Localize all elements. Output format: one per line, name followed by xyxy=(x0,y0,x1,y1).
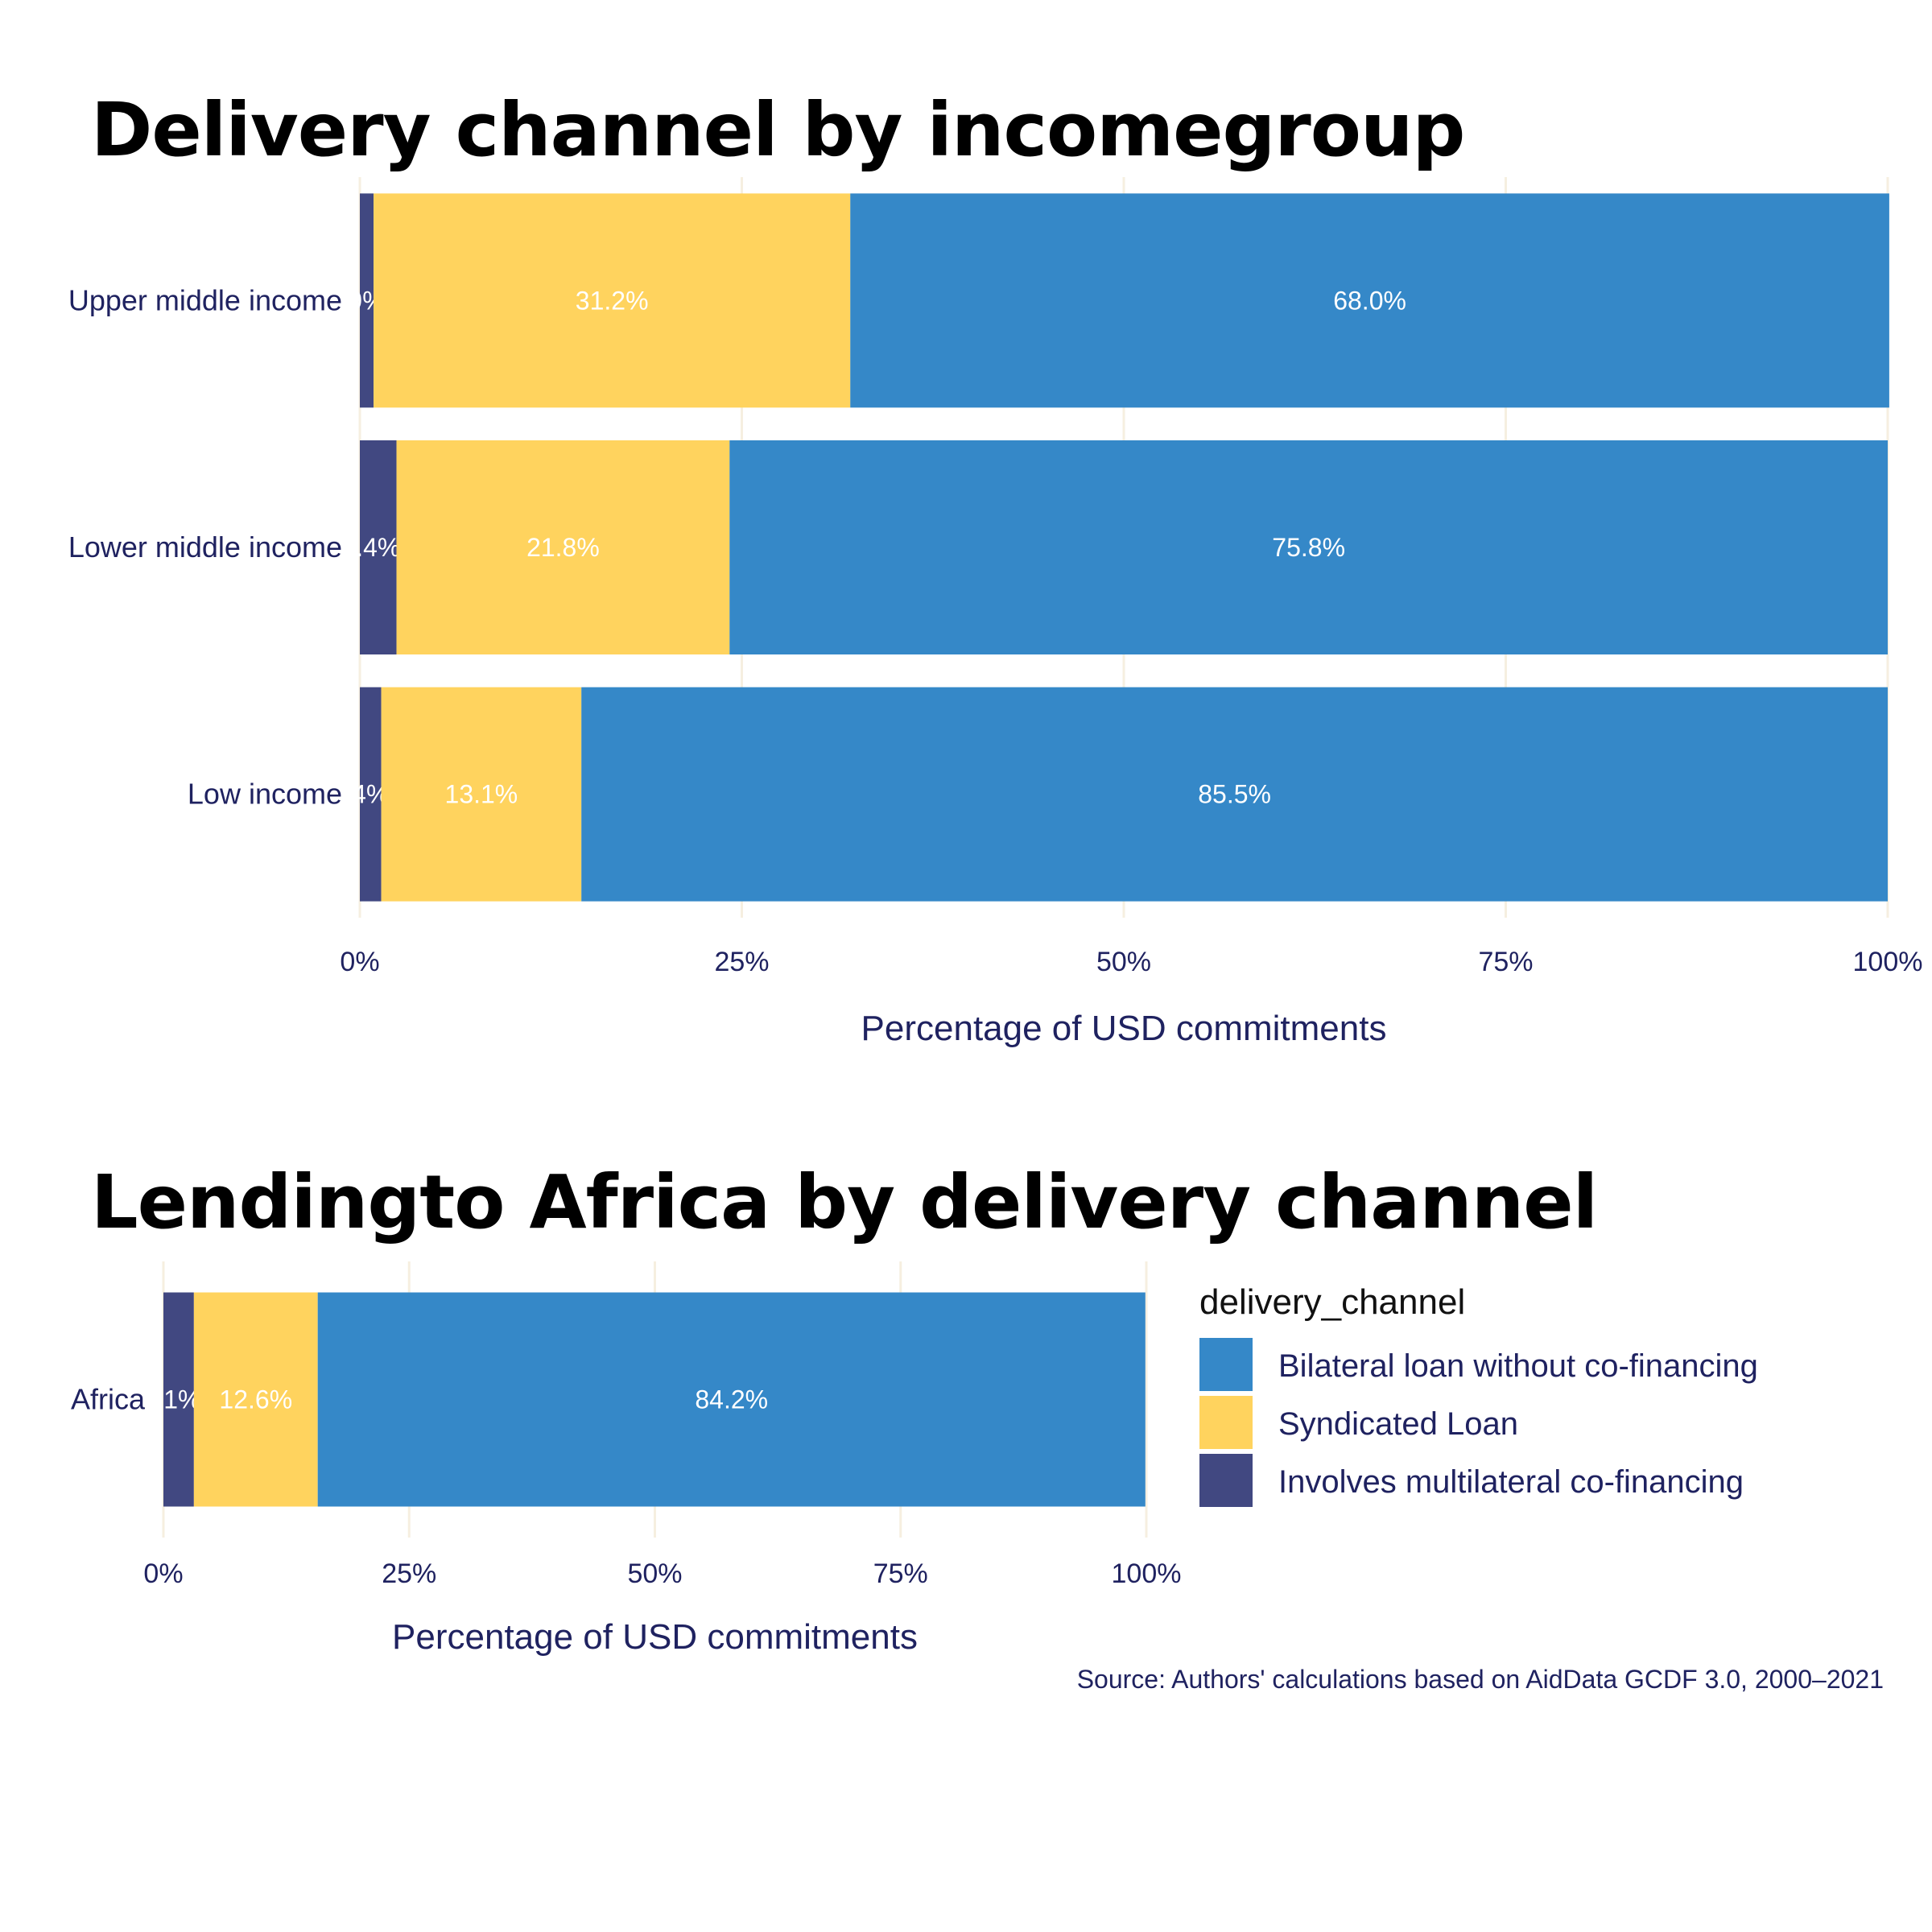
data-label-bilateral-loan-without-co-financing-low-income: 85.5% xyxy=(1198,780,1271,809)
legend-swatch-syndicated xyxy=(1199,1396,1253,1449)
x-axis-title: Percentage of USD commitments xyxy=(392,1617,918,1657)
bar-segment-involves-multilateral-co-financing-africa xyxy=(163,1292,194,1507)
x-tick-label: 0% xyxy=(143,1558,183,1589)
income-group-chart-panel: 0% 25% 50% 75% 100%Upper middle income 9% 31.2… xyxy=(68,177,1923,1048)
delivery-channel-legend: delivery_channel Bilateral loan without … xyxy=(1199,1282,1758,1507)
data-label-syndicated-loan-lower-middle-income: 21.8% xyxy=(526,533,600,562)
legend-label-bilateral: Bilateral loan without co-financing xyxy=(1278,1348,1758,1384)
data-label-bilateral-loan-without-co-financing-africa: 84.2% xyxy=(695,1385,768,1414)
bar-segment-bilateral-loan-without-co-financing-africa xyxy=(317,1292,1146,1507)
bar-segment-syndicated-loan-upper-middle-income xyxy=(374,193,851,408)
bar-segment-bilateral-loan-without-co-financing-low-income xyxy=(581,687,1889,902)
data-label-syndicated-loan-africa: 12.6% xyxy=(219,1385,292,1414)
bar-segment-involves-multilateral-co-financing-low-income xyxy=(360,687,382,902)
bar-segment-involves-multilateral-co-financing-lower-middle-income xyxy=(360,440,397,654)
x-tick-label: 100% xyxy=(1853,947,1923,977)
x-axis-title: Percentage of USD commitments xyxy=(861,1009,1387,1048)
data-label-bilateral-loan-without-co-financing-lower-middle-income: 75.8% xyxy=(1272,533,1345,562)
x-tick-label: 50% xyxy=(627,1558,682,1589)
data-label-involves-multilateral-co-financing-lower-middle-income: .4% xyxy=(356,533,400,562)
bar-segment-bilateral-loan-without-co-financing-upper-middle-income xyxy=(850,193,1889,408)
legend-swatch-bilateral xyxy=(1199,1338,1253,1391)
data-label-syndicated-loan-upper-middle-income: 31.2% xyxy=(576,286,649,315)
legend-label-syndicated: Syndicated Loan xyxy=(1278,1406,1518,1442)
x-tick-label: 0% xyxy=(340,947,379,977)
bar-segment-bilateral-loan-without-co-financing-lower-middle-income xyxy=(729,440,1889,654)
chart-title-africa: Lendingto Africa by delivery channel xyxy=(91,1159,1598,1245)
data-label-bilateral-loan-without-co-financing-upper-middle-income: 68.0% xyxy=(1333,286,1406,315)
bar-segment-involves-multilateral-co-financing-upper-middle-income xyxy=(360,193,374,408)
x-tick-label: 75% xyxy=(1478,947,1533,977)
source-caption: Source: Authors' calculations based on A… xyxy=(1077,1665,1884,1694)
africa-chart-panel: 0% 25% 50% 75% 100% Africa .1% 12.6% 84.2% Percen… xyxy=(71,1261,1182,1657)
legend-swatch-multilateral xyxy=(1199,1454,1253,1507)
data-label-syndicated-loan-low-income: 13.1% xyxy=(445,780,518,809)
bar-segment-syndicated-loan-lower-middle-income xyxy=(396,440,730,654)
y-category-label-africa: Africa xyxy=(71,1383,146,1416)
y-category-label-low-income: Low income xyxy=(188,778,342,811)
x-tick-label: 75% xyxy=(873,1558,928,1589)
y-category-label-lower-middle-income: Lower middle income xyxy=(68,530,342,564)
legend-label-multilateral: Involves multilateral co-financing xyxy=(1278,1464,1744,1500)
chart-title-income-group: Delivery channel by incomegroup xyxy=(91,87,1465,173)
x-tick-label: 25% xyxy=(714,947,769,977)
bar-segment-syndicated-loan-low-income xyxy=(381,687,582,902)
x-tick-label: 50% xyxy=(1096,947,1151,977)
data-label-involves-multilateral-co-financing-africa: .1% xyxy=(156,1385,200,1414)
bar-segment-syndicated-loan-africa xyxy=(193,1292,318,1507)
x-tick-label: 100% xyxy=(1112,1558,1182,1589)
legend-title: delivery_channel xyxy=(1199,1282,1465,1322)
x-tick-label: 25% xyxy=(382,1558,436,1589)
y-category-label-upper-middle-income: Upper middle income xyxy=(68,283,342,316)
